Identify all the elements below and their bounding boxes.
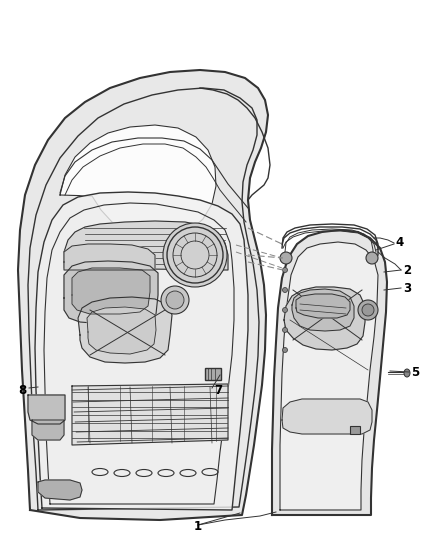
Text: 3: 3 <box>403 281 411 295</box>
Circle shape <box>362 304 374 316</box>
Circle shape <box>283 287 287 293</box>
Polygon shape <box>296 294 350 318</box>
Polygon shape <box>32 420 64 440</box>
Polygon shape <box>78 297 172 363</box>
Circle shape <box>366 252 378 264</box>
Circle shape <box>163 223 227 287</box>
Polygon shape <box>64 244 155 270</box>
Text: 8: 8 <box>18 384 26 397</box>
Circle shape <box>283 327 287 333</box>
Polygon shape <box>272 230 387 515</box>
Polygon shape <box>282 399 372 434</box>
FancyBboxPatch shape <box>205 368 221 380</box>
Text: 5: 5 <box>411 366 419 378</box>
Circle shape <box>166 291 184 309</box>
Ellipse shape <box>404 369 410 377</box>
Circle shape <box>161 286 189 314</box>
Text: 2: 2 <box>403 263 411 277</box>
Polygon shape <box>64 261 158 324</box>
Polygon shape <box>87 307 156 354</box>
Polygon shape <box>284 287 365 350</box>
Circle shape <box>280 252 292 264</box>
Polygon shape <box>72 384 228 445</box>
Circle shape <box>358 300 378 320</box>
FancyBboxPatch shape <box>350 426 360 434</box>
Text: 1: 1 <box>194 521 202 533</box>
Circle shape <box>283 268 287 272</box>
Text: 7: 7 <box>214 384 222 397</box>
Circle shape <box>283 308 287 312</box>
Polygon shape <box>64 221 228 270</box>
Polygon shape <box>35 192 248 510</box>
Text: 4: 4 <box>396 236 404 248</box>
Polygon shape <box>280 242 378 510</box>
Circle shape <box>283 348 287 352</box>
Polygon shape <box>18 70 268 520</box>
Polygon shape <box>38 480 82 500</box>
Polygon shape <box>60 125 216 240</box>
Polygon shape <box>28 395 65 424</box>
Polygon shape <box>72 268 150 314</box>
Polygon shape <box>292 289 354 331</box>
